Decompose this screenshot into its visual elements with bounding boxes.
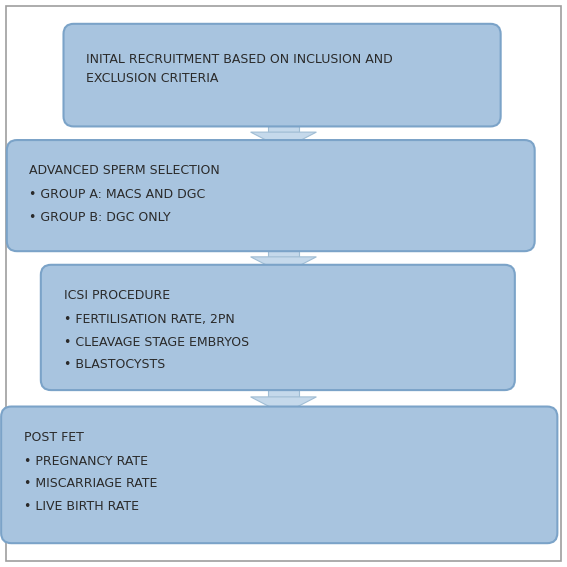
Bar (268, 242, 299, 257)
Text: • CLEAVAGE STAGE EMBRYOS: • CLEAVAGE STAGE EMBRYOS (64, 336, 248, 349)
FancyBboxPatch shape (64, 24, 501, 126)
Polygon shape (251, 132, 316, 149)
Polygon shape (251, 257, 316, 274)
FancyBboxPatch shape (7, 140, 535, 251)
Text: POST FET: POST FET (24, 431, 84, 444)
Text: • PREGNANCY RATE: • PREGNANCY RATE (24, 455, 148, 468)
Text: • GROUP A: MACS AND DGC: • GROUP A: MACS AND DGC (29, 188, 206, 201)
Polygon shape (251, 397, 316, 414)
Text: • LIVE BIRTH RATE: • LIVE BIRTH RATE (24, 500, 139, 513)
Text: ADVANCED SPERM SELECTION: ADVANCED SPERM SELECTION (29, 164, 220, 177)
Bar (268, 381, 299, 397)
FancyBboxPatch shape (41, 265, 515, 390)
Text: ICSI PROCEDURE: ICSI PROCEDURE (64, 289, 170, 302)
Text: INITAL RECRUITMENT BASED ON INCLUSION AND
EXCLUSION CRITERIA: INITAL RECRUITMENT BASED ON INCLUSION AN… (86, 53, 393, 86)
FancyBboxPatch shape (6, 6, 561, 561)
FancyBboxPatch shape (1, 407, 557, 543)
Bar (268, 117, 299, 132)
Text: • BLASTOCYSTS: • BLASTOCYSTS (64, 358, 165, 371)
Text: • MISCARRIAGE RATE: • MISCARRIAGE RATE (24, 477, 157, 490)
Text: • FERTILISATION RATE, 2PN: • FERTILISATION RATE, 2PN (64, 313, 234, 326)
Text: • GROUP B: DGC ONLY: • GROUP B: DGC ONLY (29, 211, 171, 224)
